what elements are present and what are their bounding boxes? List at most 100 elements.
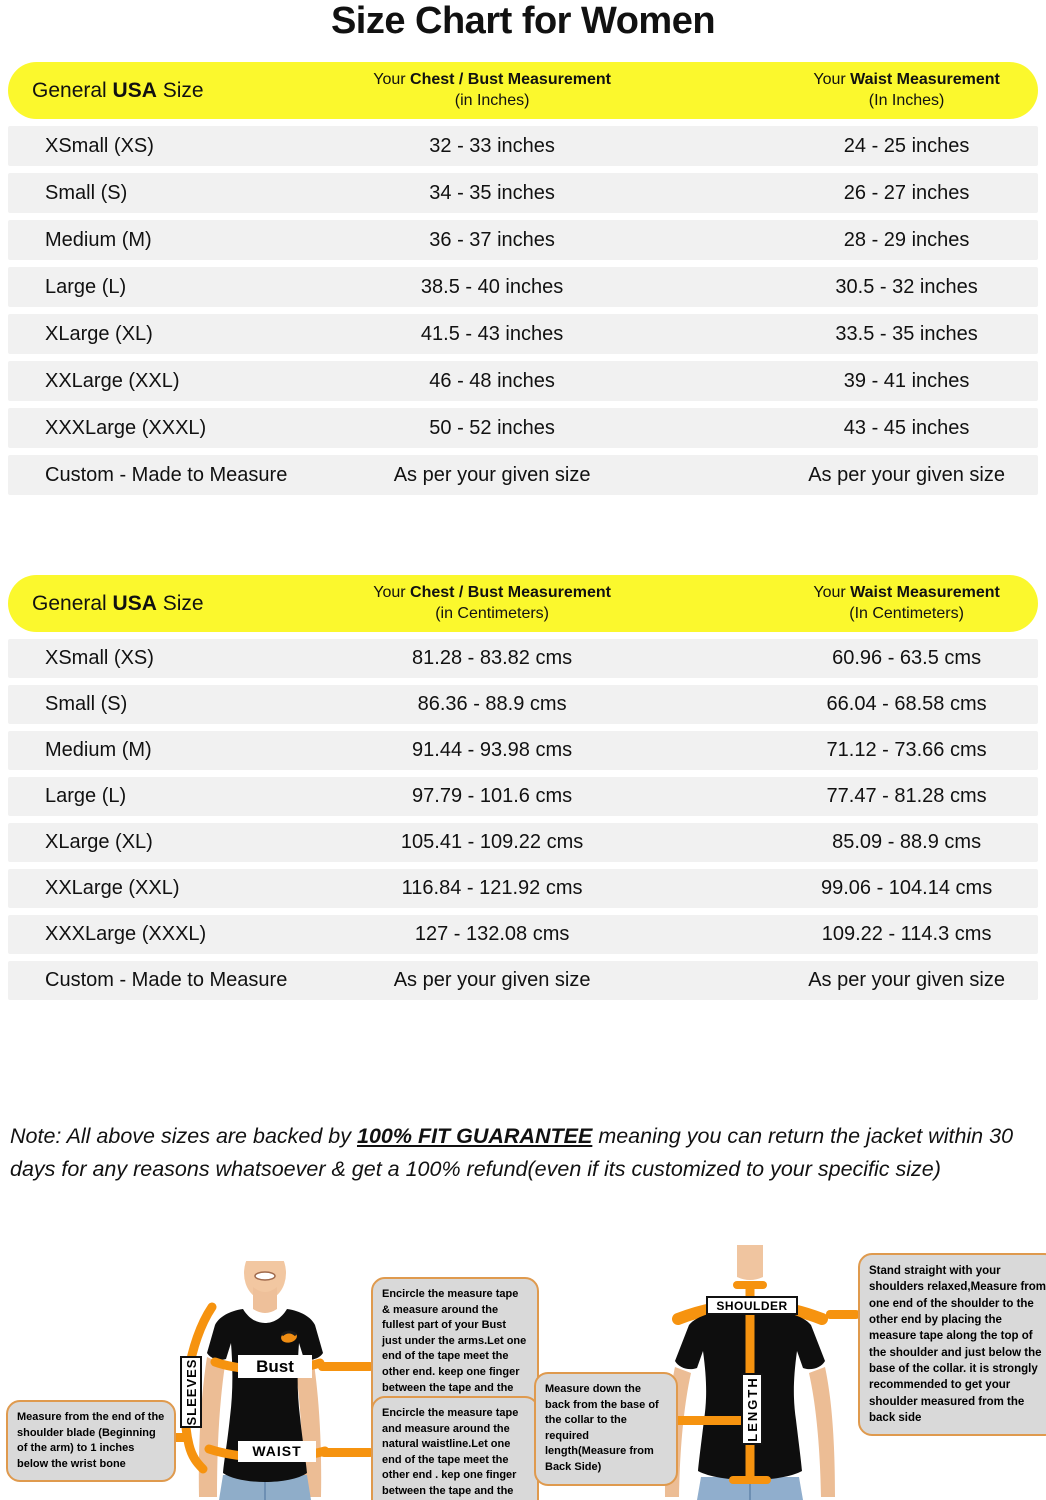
neck-back: [737, 1245, 763, 1280]
chest-cell: As per your given size: [393, 463, 591, 486]
length-instruction-callout: Measure down the back from the base of t…: [534, 1372, 678, 1486]
waist-connector-line: [320, 1448, 374, 1457]
waist-cell: 33.5 - 35 inches: [835, 322, 978, 345]
table-row: Small (S) 34 - 35 inches 26 - 27 inches: [8, 173, 1038, 213]
shoulder-connector-line: [826, 1310, 860, 1319]
header-waist-column: Your Waist Measurement (In Inches): [667, 70, 1038, 112]
sleeves-label: SLEEVES: [180, 1356, 202, 1428]
length-connector-line: [656, 1416, 750, 1425]
chest-logo-detail: [281, 1330, 297, 1337]
size-cell: Small (S): [45, 181, 128, 204]
bust-label: Bust: [238, 1355, 312, 1378]
table-row: XXLarge (XXL) 116.84 - 121.92 cms 99.06 - …: [8, 869, 1038, 908]
chest-cell: 46 - 48 inches: [429, 369, 555, 392]
waist-cell: 60.96 - 63.5 cms: [832, 647, 982, 669]
waist-cell: 43 - 45 inches: [843, 416, 970, 439]
sleeve-instruction-callout: Measure from the end of the shoulder bla…: [6, 1400, 176, 1483]
table-row: Small (S) 86.36 - 88.9 cms 66.04 - 68.58 c…: [8, 685, 1038, 724]
header-chest-pre: Your: [373, 583, 411, 601]
header-size-column: General USA Size: [8, 592, 317, 616]
note-suffix: meaning you can return the jacket within…: [10, 1123, 1014, 1181]
chest-cell: As per your given size: [393, 969, 591, 991]
waist-cell: 66.04 - 68.58 cms: [826, 693, 987, 715]
waist-cell: 24 - 25 inches: [843, 134, 970, 157]
header-waist-bold: Waist Measurement: [850, 583, 1000, 601]
waist-cell: As per your given size: [808, 463, 1005, 486]
size-table-centimeters: General USA Size Your Chest / Bust Measu…: [8, 575, 1038, 1007]
size-cell: XSmall (XS): [45, 134, 154, 157]
chest-cell: 32 - 33 inches: [429, 134, 555, 157]
waist-cell: 39 - 41 inches: [843, 369, 970, 392]
header-waist-bold: Waist Measurement: [850, 70, 1000, 88]
waist-cell: 99.06 - 104.14 cms: [820, 877, 993, 899]
table-row: Custom - Made to Measure As per your give…: [8, 961, 1038, 1000]
size-cell: Medium (M): [45, 228, 152, 251]
waist-cell: 26 - 27 inches: [843, 181, 970, 204]
chest-cell: 91.44 - 93.98 cms: [412, 739, 573, 761]
chest-cell: 116.84 - 121.92 cms: [401, 877, 583, 899]
header-chest-column: Your Chest / Bust Measurement (in Centime…: [317, 583, 667, 625]
size-cell: Large (L): [45, 275, 127, 298]
size-cell: XLarge (XL): [45, 322, 153, 345]
header-chest-bold: Chest / Bust Measurement: [410, 583, 611, 601]
face-crop: [225, 1245, 305, 1261]
table-row: Large (L) 97.79 - 101.6 cms 77.47 - 81.28 …: [8, 777, 1038, 816]
header-chest-unit: (in Centimeters): [435, 604, 549, 622]
length-label: LENGTH: [741, 1373, 763, 1445]
header-size-post: Size: [156, 78, 204, 102]
left-arm: [198, 1357, 225, 1497]
size-cell: XSmall (XS): [45, 647, 154, 669]
waist-label: WAIST: [238, 1441, 316, 1462]
waist-cell: 109.22 - 114.3 cms: [821, 923, 992, 945]
note-guarantee-highlight: 100% FIT GUARANTEE: [356, 1123, 593, 1148]
size-cell: XXXLarge (XXXL): [45, 416, 207, 439]
right-arm: [295, 1357, 322, 1497]
table-row: XXXLarge (XXXL) 50 - 52 inches 43 - 45 inc…: [8, 408, 1038, 448]
chest-cell: 81.28 - 83.82 cms: [412, 647, 573, 669]
size-cell: XLarge (XL): [45, 831, 153, 853]
note-prefix: Note: All above sizes are backed by: [10, 1123, 357, 1148]
table-row: Medium (M) 91.44 - 93.98 cms 71.12 - 73.66…: [8, 731, 1038, 770]
header-waist-column: Your Waist Measurement (In Centimeters): [667, 583, 1038, 625]
header-size-bold: USA: [112, 78, 157, 102]
chest-cell: 41.5 - 43 inches: [420, 322, 564, 345]
size-cell: Large (L): [45, 785, 127, 807]
chest-cell: 50 - 52 inches: [429, 416, 555, 439]
header-chest-unit: (in Inches): [454, 91, 530, 109]
header-size-post: Size: [156, 591, 204, 615]
page-title: Size Chart for Women: [330, 0, 716, 42]
table-row: XSmall (XS) 32 - 33 inches 24 - 25 inches: [8, 126, 1038, 166]
header-chest-pre: Your: [373, 70, 411, 88]
chest-cell: 127 - 132.08 cms: [414, 923, 570, 945]
table-header-centimeters: General USA Size Your Chest / Bust Measu…: [8, 575, 1038, 632]
header-waist-unit: (In Centimeters): [849, 604, 964, 622]
header-waist-unit: (In Inches): [868, 91, 945, 109]
table-row: Custom - Made to Measure As per your give…: [8, 455, 1038, 495]
chest-cell: 105.41 - 109.22 cms: [400, 831, 584, 853]
waist-cell: 77.47 - 81.28 cms: [826, 785, 987, 807]
chest-cell: 86.36 - 88.9 cms: [417, 693, 567, 715]
table-row: XSmall (XS) 81.28 - 83.82 cms 60.96 - 63.5…: [8, 639, 1038, 678]
table-row: XLarge (XL) 105.41 - 109.22 cms 85.09 - 88…: [8, 823, 1038, 862]
size-cell: XXLarge (XXL): [45, 877, 180, 899]
header-waist-pre: Your: [813, 70, 851, 88]
table-row: Medium (M) 36 - 37 inches 28 - 29 inches: [8, 220, 1038, 260]
header-chest-column: Your Chest / Bust Measurement (in Inches): [317, 70, 667, 112]
header-waist-pre: Your: [813, 583, 851, 601]
table-row: XXLarge (XXL) 46 - 48 inches 39 - 41 inche…: [8, 361, 1038, 401]
table-header-inches: General USA Size Your Chest / Bust Measu…: [8, 62, 1038, 119]
shoulder-instruction-callout: Stand straight with your shoulders relax…: [858, 1253, 1046, 1437]
waist-cell: 85.09 - 88.9 cms: [832, 831, 982, 853]
chest-cell: 97.79 - 101.6 cms: [412, 785, 573, 807]
waist-cell: 28 - 29 inches: [843, 228, 970, 251]
chest-cell: 34 - 35 inches: [429, 181, 555, 204]
chest-cell: 38.5 - 40 inches: [420, 275, 564, 298]
header-size-bold: USA: [112, 591, 157, 615]
header-chest-bold: Chest / Bust Measurement: [410, 70, 611, 88]
bust-connector-line: [318, 1362, 374, 1371]
size-cell: Small (S): [45, 693, 128, 715]
table-row: Large (L) 38.5 - 40 inches 30.5 - 32 inche…: [8, 267, 1038, 307]
size-cell: Medium (M): [45, 739, 152, 761]
right-arm-back: [809, 1367, 835, 1497]
sleeve-tape-arc: [180, 1302, 217, 1474]
